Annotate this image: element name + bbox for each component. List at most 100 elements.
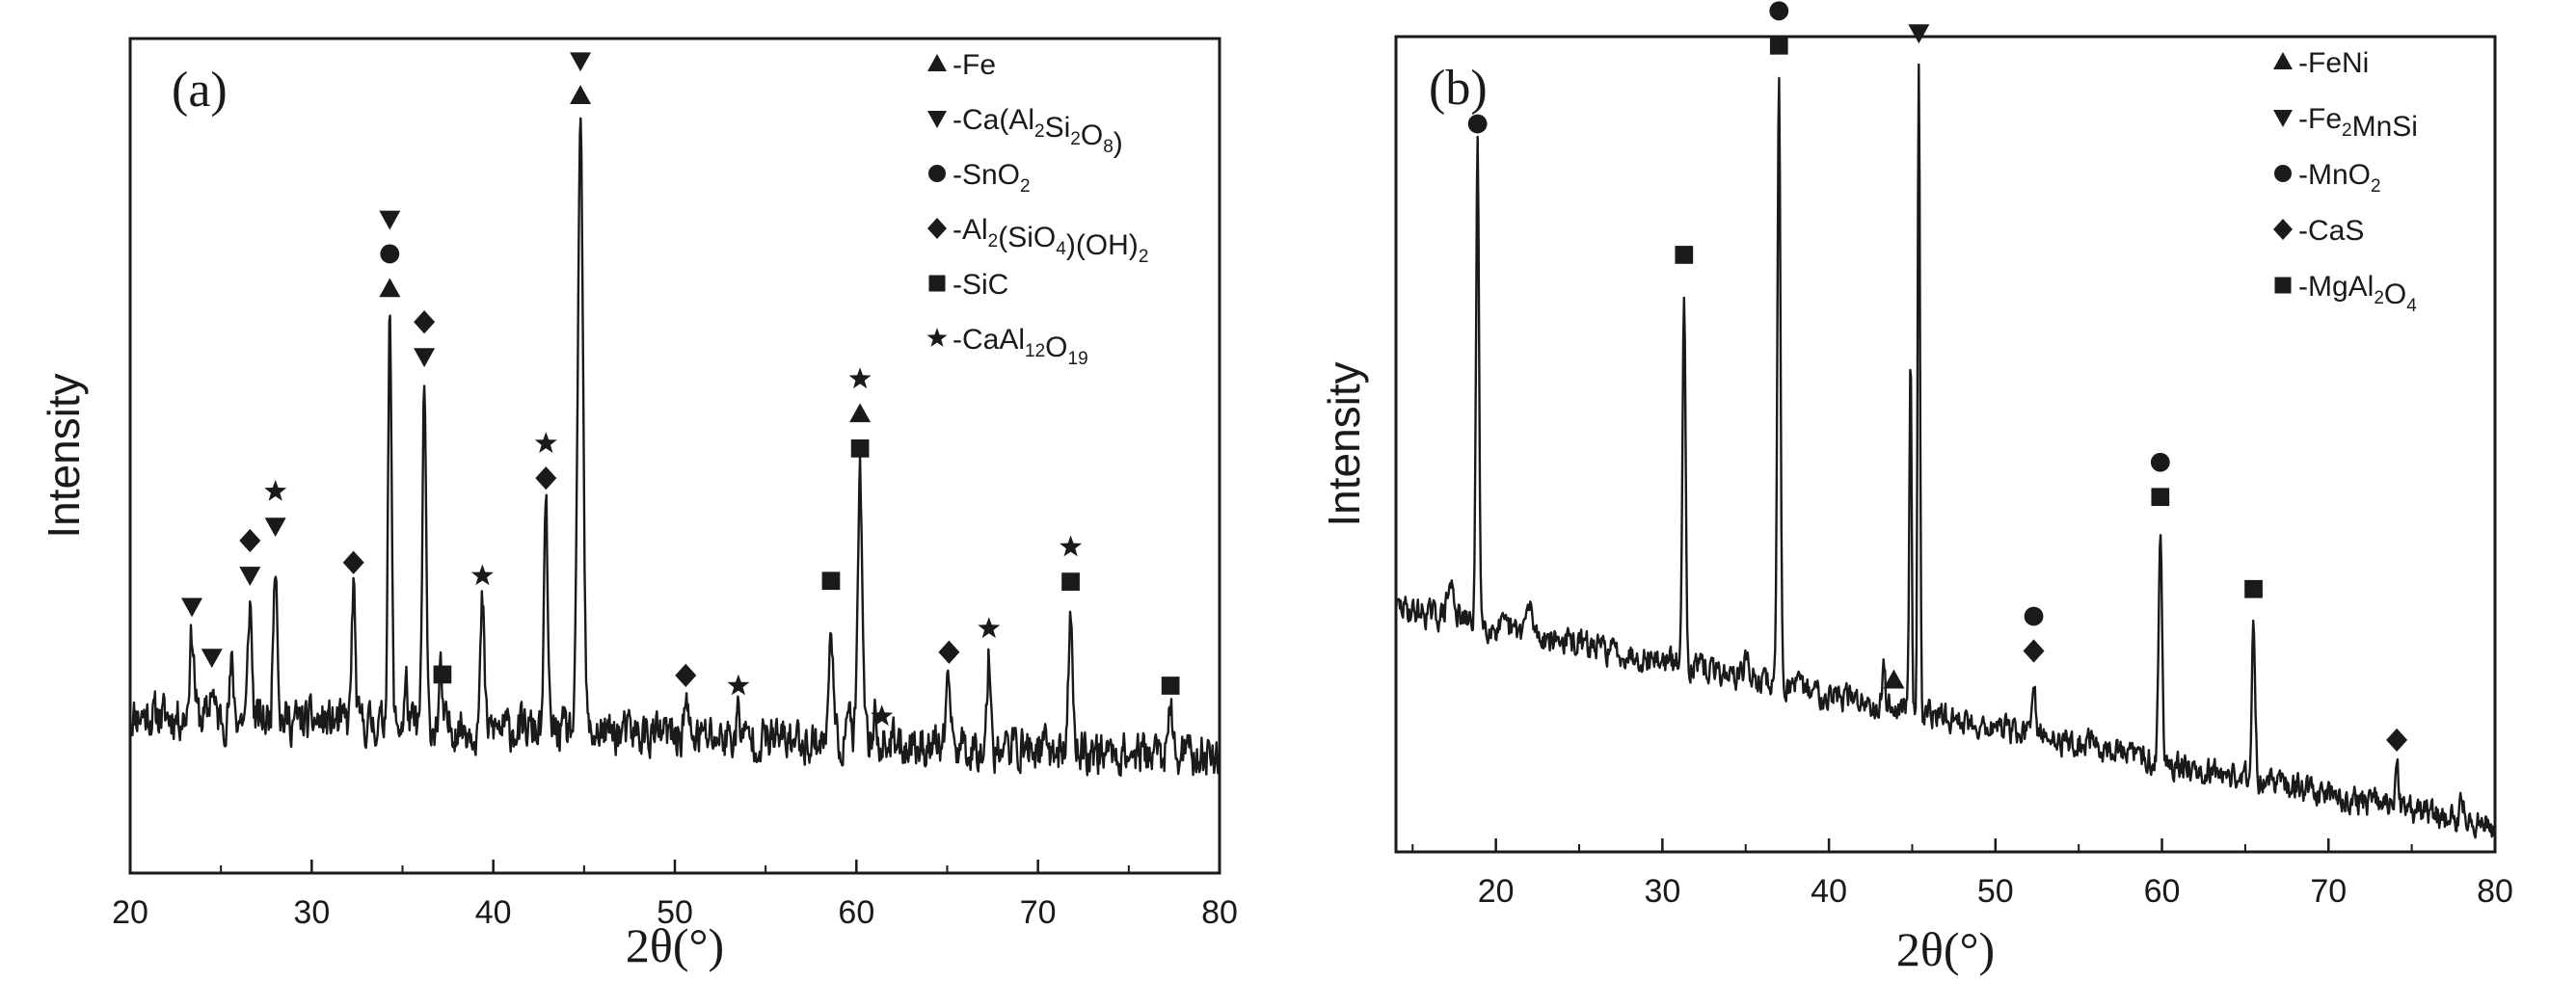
panel-b-legend-item: -MnO2 (2274, 159, 2381, 197)
panel-a-peak-marker-square (850, 439, 870, 458)
panel-b-peak-marker-triangle-up (1883, 669, 1905, 689)
panel-a-peak-marker-diamond (239, 528, 261, 553)
panel-b-legend-diamond (2273, 219, 2293, 240)
panel-b-xrd-pattern-line (1394, 63, 2497, 839)
panel-a-xrd-pattern-line (128, 117, 1221, 778)
panel-a-peak-marker-diamond (342, 550, 364, 574)
panel-a-chart: (a) 2θ(°) Intensity 20 30 40 50 60 70 80 -Fe -C… (39, 37, 1238, 972)
panel-b-chart: (b) 2θ(°) Intensity 20 30 40 50 60 70 80 -FeNi… (1319, 1, 2513, 976)
panel-b-plot-frame (1394, 35, 2497, 854)
panel-a-peak-marker-triangle-up (379, 278, 401, 298)
panel-a-peak-marker-triangle-up (570, 85, 592, 104)
panel-a-peak-marker-triangle-down (379, 210, 401, 230)
panel-b-legend-triangle-down (2273, 110, 2293, 127)
panel-b-peak-marker-circle (1467, 114, 1488, 134)
panel-a-legend-item: -Fe (927, 49, 996, 81)
panel-a-peak-marker-square (433, 665, 452, 684)
panel-b-legend-label: -MgAl2O4 (2298, 271, 2417, 316)
panel-b-peak-marker-square (1675, 246, 1694, 264)
panel-a-peak-marker-square (1161, 676, 1180, 695)
panel-a-peak-marker-star (264, 479, 287, 501)
panel-a-x-tick-label: 20 (112, 894, 148, 931)
panel-a-peak-marker-square (821, 571, 841, 591)
panel-a-peak-marker-star (871, 704, 894, 727)
panel-b-x-tick-label: 40 (1811, 873, 1847, 910)
panel-a-peak-marker-triangle-down (201, 649, 223, 669)
panel-b-peak-marker-square (2244, 579, 2263, 598)
panel-a-x-tick-label: 70 (1020, 894, 1057, 931)
panel-a-x-tick-label: 80 (1201, 894, 1238, 931)
panel-a-peak-marker-triangle-up (849, 403, 872, 423)
panel-b-legend-item: -Fe2MnSi (2273, 103, 2418, 143)
panel-a-peak-marker-triangle-down (570, 52, 592, 72)
panel-a-legend-item: -SiC (928, 269, 1008, 301)
panel-b-peak-marker-circle (2024, 606, 2044, 626)
panel-a-x-tick-label: 40 (475, 894, 512, 931)
panel-a-legend-item: -CaAl12O19 (926, 324, 1088, 369)
panel-a-peak-marker-triangle-down (239, 567, 261, 586)
panel-a-peak-marker-star (978, 617, 1001, 639)
panel-a-legend-label: -CaAl12O19 (953, 324, 1088, 369)
panel-a-legend-triangle-down (927, 111, 947, 128)
panel-a-peak-marker-star (470, 564, 494, 586)
panel-b-legend-item: -FeNi (2273, 47, 2369, 79)
panel-a-legend-item: -Ca(Al2Si2O8) (927, 104, 1123, 159)
panel-b-legend-label: -Fe2MnSi (2298, 103, 2418, 143)
panel-a-legend-item: -SnO2 (928, 159, 1031, 197)
panel-b-peak-marker-square (1769, 36, 1788, 55)
panel-b-legend-square (2274, 277, 2292, 294)
panel-a-peak-marker-star (1060, 535, 1083, 557)
panel-a-peak-marker-diamond (535, 466, 557, 491)
panel-b-legend-circle (2274, 165, 2292, 182)
panel-b-x-tick-label: 80 (2477, 873, 2513, 910)
panel-a-peak-marker-star (534, 432, 557, 453)
panel-a-peak-marker-square (1061, 572, 1080, 591)
panel-b-legend-label: -MnO2 (2298, 159, 2381, 197)
panel-a-peak-marker-circle (380, 244, 400, 264)
panel-b-x-tick-label: 70 (2310, 873, 2347, 910)
panel-b-legend-item: -CaS (2273, 215, 2364, 247)
panel-a-peak-marker-diamond (414, 309, 436, 334)
panel-b-legend-label: -FeNi (2298, 47, 2369, 79)
panel-b-legend-triangle-up (2273, 52, 2293, 69)
panel-b-peak-marker-diamond (2023, 639, 2045, 663)
panel-b-legend-label: -CaS (2298, 215, 2364, 247)
panel-b-peak-marker-diamond (2386, 728, 2408, 753)
panel-b-x-axis-label: 2θ(°) (1896, 922, 1995, 976)
panel-a-legend-star (926, 328, 948, 347)
panel-a-legend-label: -SiC (953, 269, 1008, 301)
panel-a-legend-label: -Ca(Al2Si2O8) (953, 104, 1123, 159)
panel-b-y-axis-label: Intensity (1319, 361, 1369, 526)
panel-b-legend-item: -MgAl2O4 (2274, 271, 2417, 316)
panel-a-peak-marker-star (848, 367, 872, 389)
panel-a-legend-item: -Al2(SiO4)(OH)2 (927, 214, 1148, 267)
panel-a-legend-label: -Al2(SiO4)(OH)2 (953, 214, 1148, 267)
panel-a-peak-marker-star (727, 674, 750, 696)
panel-a-legend-label: -SnO2 (953, 159, 1031, 197)
panel-b-peak-marker-circle (2150, 452, 2170, 472)
panel-b-label: (b) (1429, 61, 1488, 116)
panel-b-peak-marker-triangle-down (1908, 24, 1930, 44)
panel-b-x-tick-label: 50 (1977, 873, 2014, 910)
panel-a-y-axis-label: Intensity (39, 373, 89, 538)
panel-a-label: (a) (172, 63, 228, 118)
panel-a-peak-marker-diamond (675, 663, 697, 688)
panel-a-legend-label: -Fe (953, 49, 996, 81)
panel-b-x-tick-label: 60 (2144, 873, 2181, 910)
panel-a-legend-diamond (927, 218, 947, 239)
panel-a-x-tick-label: 60 (838, 894, 874, 931)
panel-a-legend-triangle-up (927, 54, 947, 71)
panel-a-x-tick-label: 30 (293, 894, 330, 931)
panel-a-peak-marker-triangle-down (264, 517, 286, 538)
panel-a-x-axis-label: 2θ(°) (626, 918, 724, 972)
panel-a-legend-square (928, 275, 946, 292)
panel-a-peak-marker-triangle-down (181, 597, 203, 618)
panel-a-x-tick-label: 50 (657, 894, 693, 931)
panel-b-x-tick-label: 20 (1478, 873, 1515, 910)
panel-a-peak-marker-diamond (938, 640, 960, 664)
panel-b-peak-marker-circle (1769, 1, 1789, 21)
panel-b-x-tick-label: 30 (1644, 873, 1680, 910)
panel-a-legend-circle (928, 165, 946, 182)
panel-a-peak-marker-triangle-down (414, 348, 436, 368)
